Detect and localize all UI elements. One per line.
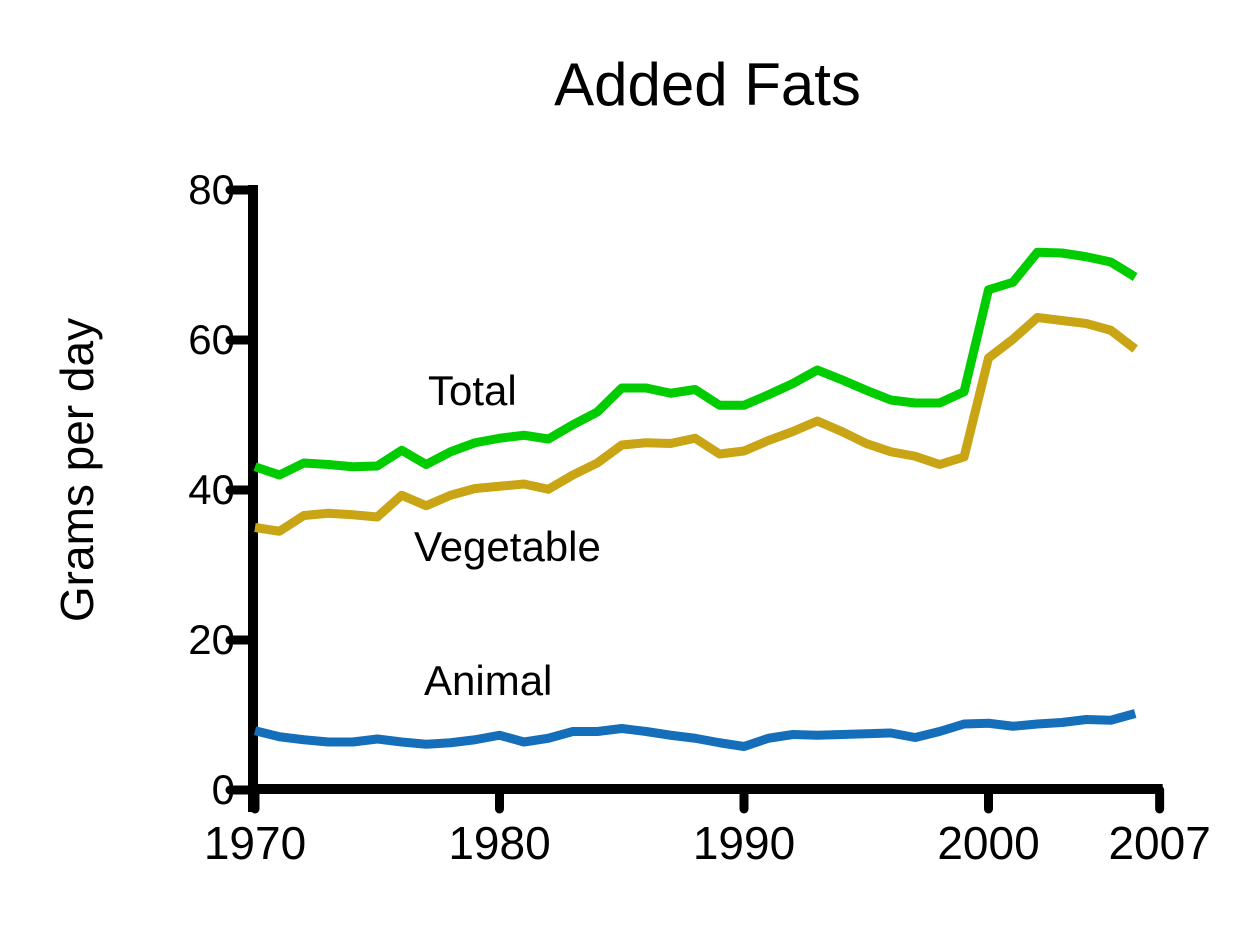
y-tick-label: 20 bbox=[188, 616, 235, 663]
y-tick-label: 60 bbox=[188, 316, 235, 363]
x-tick-label: 1980 bbox=[448, 817, 551, 869]
series-label-animal: Animal bbox=[424, 657, 553, 704]
series-line-total bbox=[253, 247, 1138, 480]
y-tick-label: 80 bbox=[188, 166, 235, 213]
series-line-animal bbox=[253, 709, 1137, 751]
series-line-vegetable bbox=[254, 313, 1138, 536]
x-tick-label: 2000 bbox=[937, 817, 1040, 869]
chart-title: Added Fats bbox=[554, 51, 861, 118]
series-label-total: Total bbox=[428, 367, 517, 414]
y-tick-label: 40 bbox=[188, 466, 235, 513]
y-tick-label: 0 bbox=[211, 766, 235, 813]
x-tick-label: 1970 bbox=[203, 817, 307, 869]
x-tick-label: 1990 bbox=[692, 817, 796, 869]
series-label-vegetable: Vegetable bbox=[414, 523, 601, 570]
x-tick-label: 2007 bbox=[1108, 817, 1211, 869]
